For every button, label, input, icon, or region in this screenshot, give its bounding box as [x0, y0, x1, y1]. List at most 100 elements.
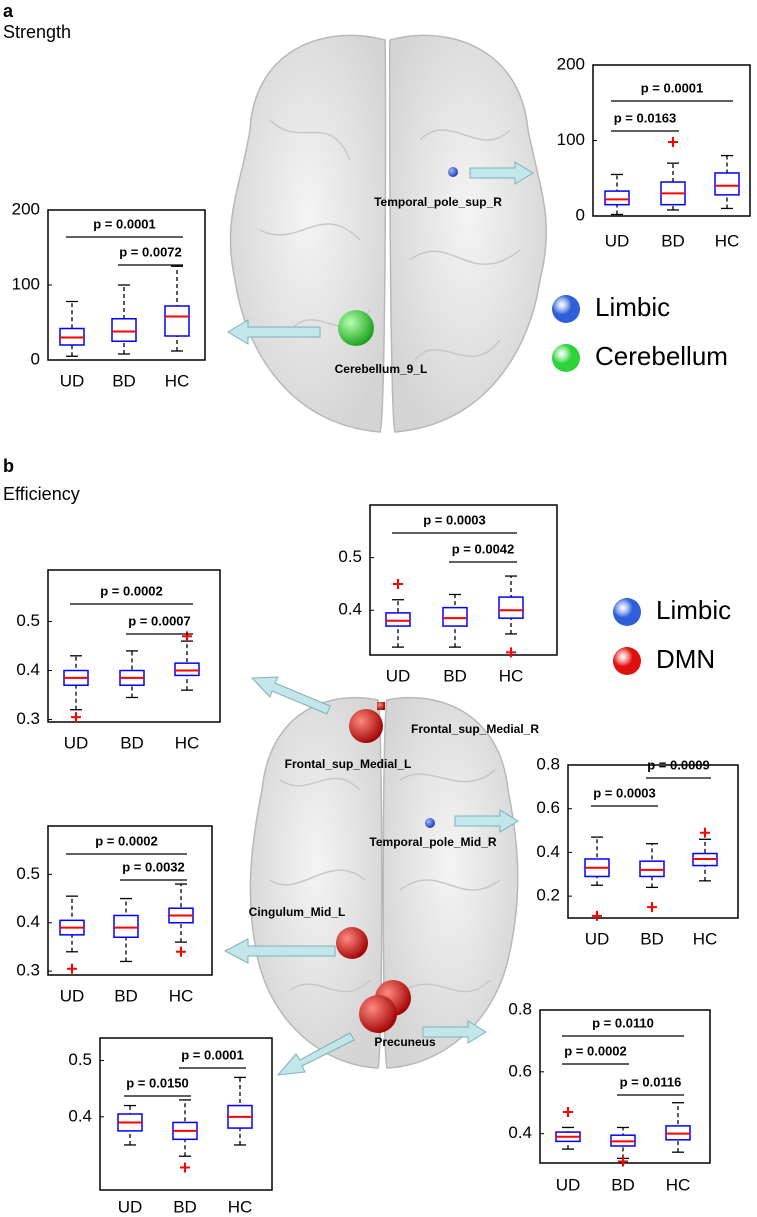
plot-frame: [369, 504, 558, 656]
box: [604, 190, 630, 206]
p-value: p = 0.0002: [564, 1043, 627, 1058]
y-tick-label: 100: [12, 274, 40, 293]
x-tick-label: UD: [64, 733, 89, 752]
p-value: p = 0.0001: [641, 80, 704, 95]
x-tick-label: HC: [175, 733, 200, 752]
y-tick-label: 200: [12, 199, 40, 218]
y-tick-label: 0.4: [16, 660, 40, 679]
p-value: p = 0.0072: [119, 244, 182, 259]
y-tick-label: 0.2: [536, 886, 560, 905]
outlier: [700, 827, 710, 838]
region-label: Cerebellum_9_L: [335, 362, 428, 376]
y-tick-label: 200: [557, 54, 585, 73]
p-value: p = 0.0001: [93, 216, 156, 231]
p-value: p = 0.0001: [181, 1047, 244, 1062]
node: [349, 709, 383, 743]
outlier: [506, 647, 516, 658]
legend-label: Limbic: [656, 595, 731, 625]
legend-marker: [613, 598, 641, 626]
p-value: p = 0.0009: [647, 757, 710, 772]
y-tick-label: 0.3: [16, 709, 40, 728]
x-tick-label: BD: [443, 666, 467, 685]
box: [639, 860, 665, 878]
y-tick-label: 0.4: [508, 1123, 532, 1142]
y-tick-label: 0.4: [536, 842, 560, 861]
x-tick-label: BD: [640, 929, 664, 948]
node: [377, 702, 385, 710]
box: [714, 172, 740, 196]
x-tick-label: HC: [715, 231, 740, 250]
panel-title: Strength: [3, 22, 71, 42]
panel-label: b: [3, 456, 14, 476]
y-tick-label: 0.5: [16, 611, 40, 630]
outlier: [668, 137, 678, 148]
brain-b: [249, 696, 519, 1069]
p-value: p = 0.0110: [592, 1015, 654, 1030]
x-tick-label: HC: [666, 1175, 691, 1194]
box: [174, 662, 200, 677]
p-value: p = 0.0163: [614, 110, 677, 125]
box: [164, 305, 190, 337]
x-tick-label: UD: [60, 371, 85, 390]
region-label: Frontal_sup_Medial_L: [285, 757, 412, 771]
region-label: Frontal_sup_Medial_R: [411, 722, 539, 736]
p-value: p = 0.0042: [452, 541, 515, 556]
x-tick-label: BD: [611, 1175, 635, 1194]
node: [448, 167, 458, 177]
p-value: p = 0.0002: [95, 833, 158, 848]
x-tick-label: BD: [661, 231, 685, 250]
node: [338, 310, 374, 346]
y-tick-label: 0: [576, 205, 585, 224]
plot-frame: [47, 825, 213, 976]
outlier: [182, 631, 192, 642]
legend-marker: [552, 344, 580, 372]
node: [359, 995, 397, 1033]
outlier: [67, 963, 77, 974]
box: [113, 914, 139, 939]
x-tick-label: HC: [693, 929, 718, 948]
arrows: [223, 161, 534, 1076]
x-tick-label: HC: [228, 1197, 253, 1216]
x-tick-label: UD: [605, 231, 630, 250]
plot-frame: [99, 1037, 273, 1191]
y-tick-label: 0.5: [16, 864, 40, 883]
legend-label: Limbic: [595, 292, 670, 322]
outlier: [393, 578, 403, 589]
x-tick-label: UD: [585, 929, 610, 948]
y-tick-label: 0.5: [338, 547, 362, 566]
p-value: p = 0.0007: [128, 613, 191, 628]
y-tick-label: 0.3: [16, 961, 40, 980]
y-tick-label: 0.6: [536, 798, 560, 817]
y-tick-label: 0.4: [338, 600, 362, 619]
legend-marker: [552, 295, 580, 323]
y-tick-label: 0.5: [68, 1050, 92, 1069]
y-tick-label: 0.4: [16, 912, 40, 931]
plot-frame: [567, 764, 739, 919]
x-tick-label: BD: [120, 733, 144, 752]
plot-frame: [47, 569, 221, 723]
p-value: p = 0.0150: [126, 1075, 189, 1090]
p-value: p = 0.0002: [100, 583, 163, 598]
legend-marker: [613, 647, 641, 675]
x-tick-label: BD: [114, 986, 138, 1005]
x-tick-label: BD: [112, 371, 136, 390]
box: [498, 596, 524, 619]
x-tick-label: HC: [169, 986, 194, 1005]
x-tick-label: UD: [386, 666, 411, 685]
box: [111, 318, 137, 342]
p-value: p = 0.0003: [423, 512, 486, 527]
x-tick-label: HC: [499, 666, 524, 685]
y-tick-label: 0.8: [536, 754, 560, 773]
outlier: [563, 1107, 573, 1117]
region-label: Temporal_pole_Mid_R: [369, 835, 496, 849]
outlier: [647, 902, 657, 913]
p-value: p = 0.0003: [593, 785, 656, 800]
y-tick-label: 0.8: [508, 999, 532, 1018]
panel-title: Efficiency: [3, 484, 80, 504]
p-value: p = 0.0032: [122, 859, 185, 874]
outlier: [176, 946, 186, 957]
legend-label: Cerebellum: [595, 341, 728, 371]
node: [336, 927, 368, 959]
node: [425, 818, 435, 828]
